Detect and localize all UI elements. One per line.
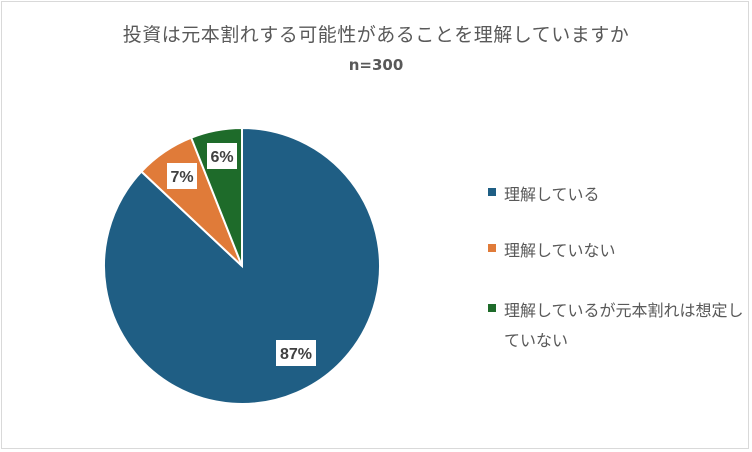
- legend-marker-not-understand: [488, 244, 496, 252]
- svg-text:7%: 7%: [170, 169, 193, 186]
- chart-subtitle: n=300: [348, 56, 404, 74]
- data-label-understand: 87%: [276, 340, 316, 366]
- data-label-understand-but-not-expected: 6%: [207, 143, 237, 169]
- svg-text:6%: 6%: [210, 149, 233, 166]
- data-label-not-understand: 7%: [167, 163, 197, 189]
- legend-label-understand-but-not-expected: 理解しているが元本割れは想定していない: [504, 301, 744, 350]
- legend-item-understand: 理解している: [488, 180, 744, 210]
- legend-marker-understand: [488, 188, 496, 196]
- legend-label-understand: 理解している: [504, 185, 600, 204]
- legend-label-not-understand: 理解していない: [504, 241, 616, 260]
- chart-title: 投資は元本割れする可能性があることを理解していますか: [122, 24, 630, 46]
- legend-item-understand-but-not-expected: 理解しているが元本割れは想定していない: [488, 296, 744, 356]
- svg-text:87%: 87%: [280, 346, 312, 363]
- legend-marker-understand-but-not-expected: [488, 304, 496, 312]
- legend-item-not-understand: 理解していない: [488, 236, 744, 266]
